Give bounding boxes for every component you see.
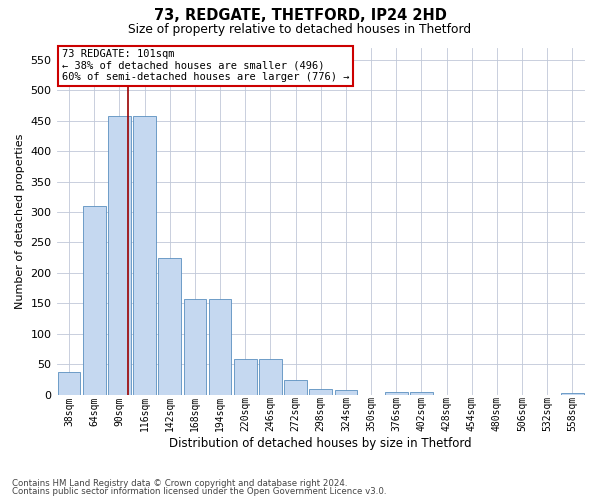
Bar (410, 392, 433, 395)
Bar (184, 298, 206, 395)
Text: Contains HM Land Registry data © Crown copyright and database right 2024.: Contains HM Land Registry data © Crown c… (12, 478, 347, 488)
Bar (158, 258, 181, 395)
Bar (310, 388, 332, 395)
Bar (561, 393, 584, 395)
Text: Contains public sector information licensed under the Open Government Licence v3: Contains public sector information licen… (12, 487, 386, 496)
X-axis label: Distribution of detached houses by size in Thetford: Distribution of detached houses by size … (169, 437, 472, 450)
Bar (108, 116, 131, 395)
Bar (133, 116, 156, 395)
Bar (335, 390, 357, 395)
Text: 73 REDGATE: 101sqm
← 38% of detached houses are smaller (496)
60% of semi-detach: 73 REDGATE: 101sqm ← 38% of detached hou… (62, 49, 349, 82)
Bar (234, 360, 257, 395)
Bar (284, 380, 307, 395)
Y-axis label: Number of detached properties: Number of detached properties (15, 134, 25, 309)
Bar (58, 372, 80, 395)
Bar (259, 360, 282, 395)
Bar (209, 298, 232, 395)
Text: 73, REDGATE, THETFORD, IP24 2HD: 73, REDGATE, THETFORD, IP24 2HD (154, 8, 446, 22)
Text: Size of property relative to detached houses in Thetford: Size of property relative to detached ho… (128, 22, 472, 36)
Bar (385, 392, 407, 395)
Bar (83, 206, 106, 395)
